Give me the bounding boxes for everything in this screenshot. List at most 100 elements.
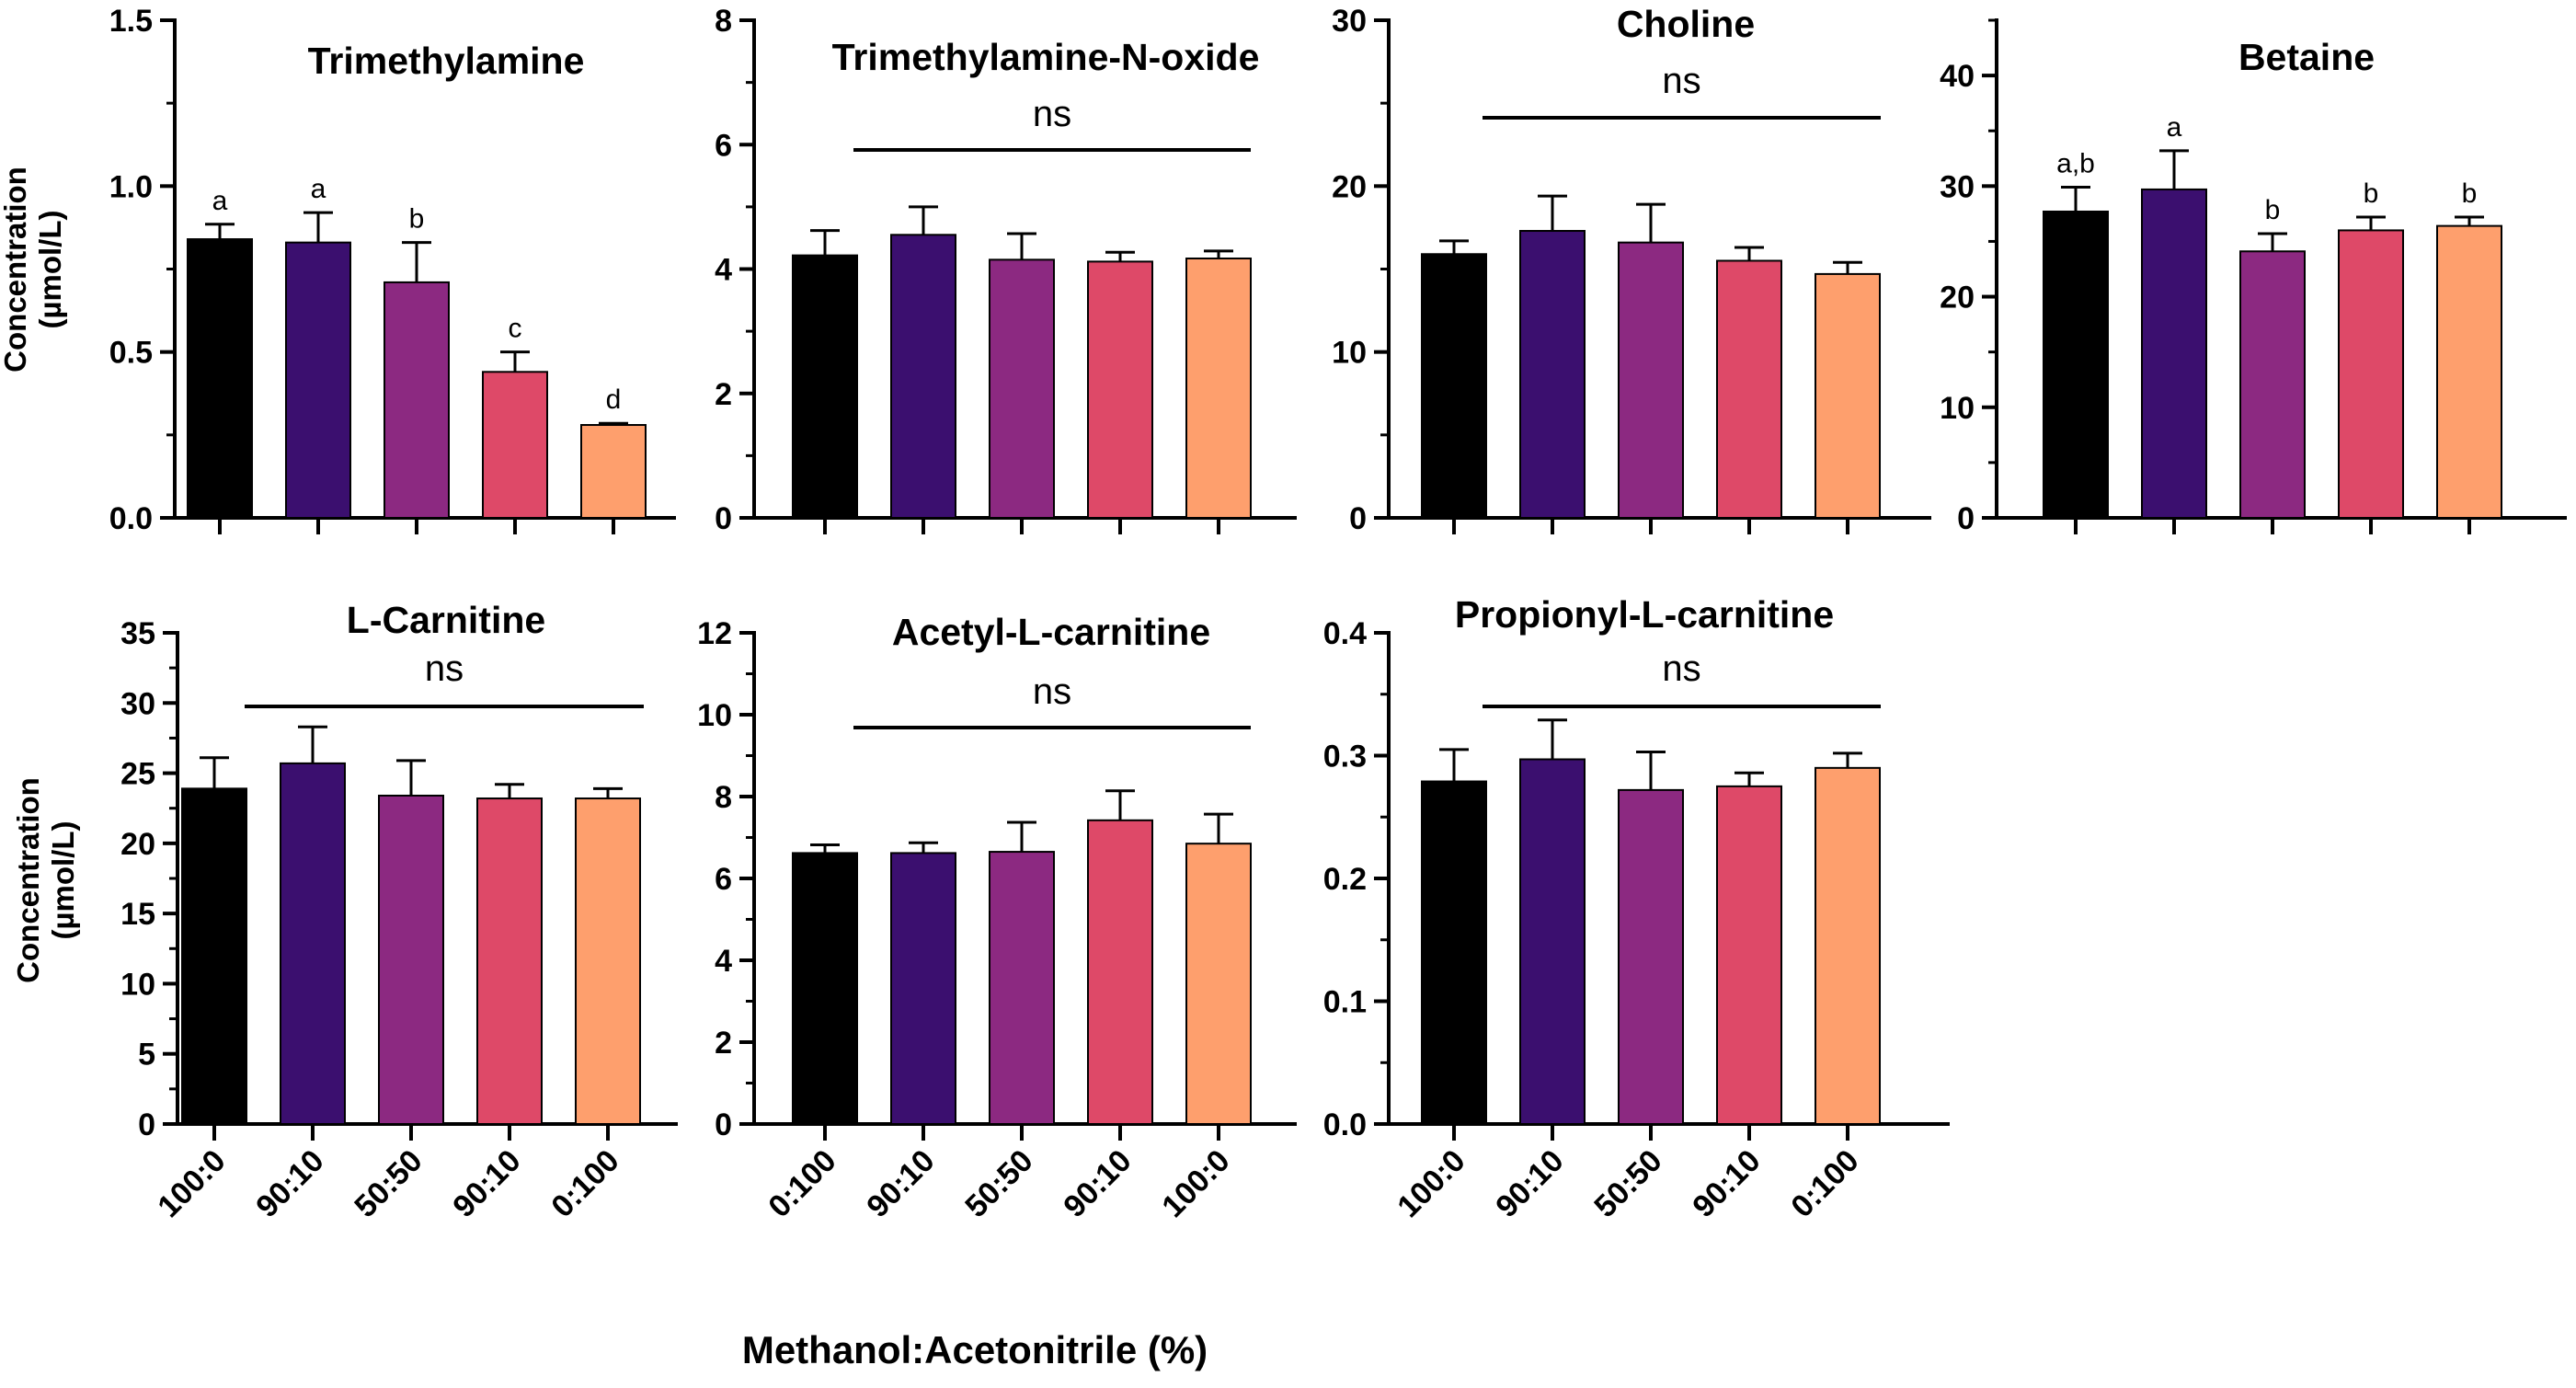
bar-1 <box>187 238 253 519</box>
y-tick-label: 20 <box>120 827 155 862</box>
bar-3 <box>1618 788 1684 1125</box>
y-tick-label: 30 <box>120 686 155 721</box>
category-label: 0:100 <box>544 1143 625 1224</box>
bar-1 <box>792 852 858 1125</box>
y-tick-label: 0 <box>1957 501 1975 536</box>
bar-1 <box>1421 253 1487 519</box>
y-tick-label: 25 <box>120 757 155 792</box>
y-tick-label: 1.5 <box>109 4 153 39</box>
y-tick-label: 30 <box>1940 169 1975 204</box>
y-tick-label: 5 <box>138 1038 155 1073</box>
bar-2 <box>1519 230 1586 519</box>
bar-4 <box>1716 259 1782 519</box>
y-tick-label: 8 <box>715 4 732 39</box>
bar-3 <box>1618 241 1684 519</box>
y-axis-label-line: Concentration <box>11 777 45 983</box>
bar-4 <box>2338 229 2404 520</box>
bar-1 <box>181 787 247 1126</box>
bar-3 <box>384 281 450 519</box>
significance-label: ns <box>1662 61 1700 101</box>
bar-4 <box>1716 785 1782 1125</box>
y-tick-label: 0 <box>715 1107 732 1142</box>
significance-letter: d <box>606 384 622 415</box>
y-axis-label-line: (µmol/L) <box>33 211 67 329</box>
bar-4 <box>1087 260 1153 519</box>
y-tick-label: 20 <box>1332 169 1367 204</box>
category-label: 90:10 <box>249 1143 330 1224</box>
bar-2 <box>890 234 956 519</box>
category-label: 90:10 <box>860 1143 941 1224</box>
y-tick-label: 0 <box>715 501 732 536</box>
y-tick-label: 0 <box>1349 501 1367 536</box>
significance-letter: a <box>212 186 228 216</box>
category-label: 90:10 <box>1489 1143 1570 1224</box>
y-tick-label: 0 <box>138 1107 155 1142</box>
significance-letter: a <box>311 174 326 204</box>
panel-title: L-Carnitine <box>347 599 545 641</box>
category-label: 90:10 <box>1686 1143 1767 1224</box>
y-tick-label: 2 <box>715 377 732 412</box>
y-tick-label: 0.0 <box>1323 1107 1367 1142</box>
bar-1 <box>1421 780 1487 1125</box>
bar-5 <box>580 424 647 519</box>
category-label: 100:0 <box>151 1143 232 1224</box>
category-label: 0:100 <box>1784 1143 1865 1224</box>
y-tick-label: 0.5 <box>109 336 153 371</box>
significance-letter: b <box>2462 178 2478 209</box>
bar-5 <box>1185 258 1252 519</box>
bar-4 <box>1087 819 1153 1125</box>
bar-3 <box>989 851 1055 1125</box>
panel-4: 0 10 20 30 40 a,b a b b b Betaine <box>1940 18 2567 536</box>
y-tick-label: 10 <box>697 698 732 733</box>
bar-5 <box>575 797 641 1126</box>
panel-title: Acetyl-L-carnitine <box>892 611 1210 653</box>
bar-5 <box>1815 766 1881 1125</box>
y-axis-label: Concentration(µmol/L) <box>0 166 67 373</box>
y-tick-label: 10 <box>1332 336 1367 371</box>
bar-2 <box>280 762 346 1125</box>
category-label: 100:0 <box>1155 1143 1236 1224</box>
category-label: 50:50 <box>348 1143 429 1224</box>
bar-5 <box>2436 224 2502 519</box>
bar-4 <box>482 371 548 519</box>
category-label: 100:0 <box>1391 1143 1471 1224</box>
category-label: 90:10 <box>1057 1143 1138 1224</box>
y-axis-label-line: Concentration <box>0 166 32 373</box>
panel-title: Choline <box>1617 3 1755 45</box>
y-tick-label: 35 <box>120 616 155 651</box>
y-tick-label: 0.4 <box>1323 616 1367 651</box>
bar-3 <box>378 794 444 1125</box>
significance-letter: a <box>2167 112 2182 143</box>
significance-letter: b <box>2265 195 2281 225</box>
y-tick-label: 30 <box>1332 4 1367 39</box>
panel-title: Trimethylamine <box>308 40 585 82</box>
category-label: 50:50 <box>958 1143 1039 1224</box>
y-tick-label: 2 <box>715 1026 732 1061</box>
bar-2 <box>2141 188 2207 519</box>
category-label: 0:100 <box>761 1143 842 1224</box>
y-axis-label-line: (µmol/L) <box>46 821 80 940</box>
x-axis-label: Methanol:Acetonitrile (%) <box>742 1328 1208 1371</box>
panel-3: 0 10 20 30 Choline ns <box>1332 3 1931 536</box>
y-tick-label: 4 <box>715 253 732 288</box>
panel-1: 0.0 0.5 1.0 1.5 a a b c d Trimethylamine Concentra… <box>0 4 676 536</box>
bar-2 <box>1519 758 1586 1125</box>
category-label: 90:10 <box>446 1143 527 1224</box>
significance-letter: a,b <box>2056 149 2095 179</box>
bar-1 <box>792 254 858 519</box>
y-tick-label: 8 <box>715 780 732 815</box>
panel-title: Propionyl-L-carnitine <box>1455 593 1834 636</box>
y-tick-label: 4 <box>715 944 732 979</box>
panel-2: 0 2 4 6 8 Trimethylamine-N-oxide ns <box>715 4 1297 536</box>
y-tick-label: 0.0 <box>109 501 153 536</box>
bar-5 <box>1185 843 1252 1125</box>
y-tick-label: 6 <box>715 128 732 163</box>
y-tick-label: 20 <box>1940 281 1975 315</box>
y-tick-label: 6 <box>715 862 732 897</box>
category-label: 50:50 <box>1587 1143 1668 1224</box>
bar-3 <box>2239 250 2306 519</box>
y-tick-label: 0.1 <box>1323 985 1367 1020</box>
y-tick-label: 0.3 <box>1323 740 1367 774</box>
significance-letter: b <box>2364 178 2379 209</box>
